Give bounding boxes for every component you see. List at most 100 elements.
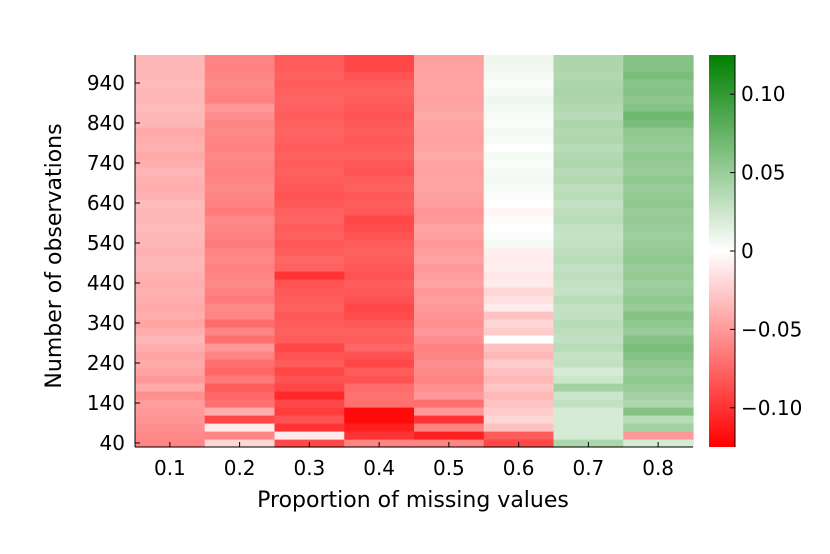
- heatmap-cell: [553, 351, 624, 360]
- heatmap-cell: [483, 399, 555, 408]
- heatmap-cell: [135, 287, 206, 296]
- x-tick-label: 0.4: [363, 456, 395, 480]
- heatmap-cell: [204, 223, 276, 232]
- heatmap-cell: [204, 367, 276, 376]
- heatmap-cell: [414, 127, 485, 136]
- heatmap-cell: [344, 399, 415, 408]
- heatmap-cell: [414, 391, 485, 400]
- heatmap-cell: [414, 231, 485, 240]
- heatmap-cell: [135, 127, 206, 136]
- heatmap-cell: [274, 351, 345, 360]
- heatmap-cell: [623, 151, 694, 160]
- heatmap-cell: [414, 415, 485, 424]
- heatmap-cell: [204, 375, 276, 384]
- heatmap-cell: [553, 359, 624, 368]
- heatmap-cell: [414, 383, 485, 392]
- heatmap-cell: [414, 375, 485, 384]
- heatmap-cell: [623, 207, 694, 216]
- heatmap-cell: [344, 303, 415, 312]
- heatmap-cell: [553, 423, 624, 432]
- heatmap-cell: [274, 255, 345, 264]
- heatmap-cell: [204, 295, 276, 304]
- heatmap-cell: [344, 271, 415, 280]
- heatmap-cell: [414, 351, 485, 360]
- heatmap-cell: [414, 55, 485, 64]
- heatmap-cell: [204, 343, 276, 352]
- heatmap-cell: [623, 343, 694, 352]
- heatmap-cell: [553, 391, 624, 400]
- heatmap-cell: [204, 183, 276, 192]
- heatmap-cell: [414, 191, 485, 200]
- heatmap-cell: [553, 231, 624, 240]
- heatmap-cell: [553, 207, 624, 216]
- heatmap-cell: [483, 351, 555, 360]
- heatmap-cell: [204, 311, 276, 320]
- heatmap-cell: [623, 87, 694, 96]
- heatmap-cell: [135, 247, 206, 256]
- heatmap-cell: [204, 127, 276, 136]
- heatmap-cell: [344, 127, 415, 136]
- heatmap-cell: [414, 279, 485, 288]
- heatmap-cell: [414, 343, 485, 352]
- colorbar-tick-label: 0.05: [741, 161, 786, 185]
- heatmap-cell: [483, 79, 555, 88]
- heatmap-cell: [344, 311, 415, 320]
- heatmap-cell: [553, 151, 624, 160]
- heatmap-cell: [483, 231, 555, 240]
- heatmap-cell: [483, 407, 555, 416]
- heatmap-cell: [135, 415, 206, 424]
- heatmap-cell: [483, 423, 555, 432]
- heatmap-cell: [344, 407, 415, 416]
- heatmap-cell: [344, 431, 415, 440]
- y-tick-label: 640: [87, 191, 125, 215]
- heatmap-cell: [204, 79, 276, 88]
- heatmap-cell: [274, 199, 345, 208]
- heatmap-cell: [135, 95, 206, 104]
- heatmap-cell: [135, 367, 206, 376]
- heatmap-cell: [483, 367, 555, 376]
- heatmap-cell: [204, 119, 276, 128]
- heatmap-cell: [274, 151, 345, 160]
- heatmap-cell: [553, 119, 624, 128]
- heatmap-cell: [344, 343, 415, 352]
- heatmap-cell: [204, 191, 276, 200]
- heatmap-cell: [135, 103, 206, 112]
- heatmap-cell: [414, 103, 485, 112]
- heatmap-cell: [483, 87, 555, 96]
- heatmap-cell: [274, 63, 345, 72]
- heatmap-cell: [135, 343, 206, 352]
- heatmap-cell: [344, 359, 415, 368]
- heatmap-cell: [135, 335, 206, 344]
- heatmap-cell: [414, 167, 485, 176]
- heatmap-cell: [204, 231, 276, 240]
- heatmap-cell: [135, 207, 206, 216]
- heatmap-cell: [483, 207, 555, 216]
- heatmap-cell: [623, 391, 694, 400]
- heatmap-cell: [344, 71, 415, 80]
- heatmap-cells: [135, 55, 694, 448]
- heatmap-cell: [623, 95, 694, 104]
- heatmap-cell: [623, 431, 694, 440]
- heatmap-cell: [204, 239, 276, 248]
- heatmap-cell: [483, 191, 555, 200]
- heatmap-cell: [135, 327, 206, 336]
- heatmap-cell: [483, 431, 555, 440]
- heatmap-cell: [553, 367, 624, 376]
- heatmap-cell: [204, 143, 276, 152]
- heatmap-cell: [204, 55, 276, 64]
- heatmap-cell: [553, 103, 624, 112]
- heatmap-cell: [623, 423, 694, 432]
- heatmap-cell: [274, 399, 345, 408]
- heatmap-cell: [483, 319, 555, 328]
- heatmap-cell: [344, 263, 415, 272]
- x-tick-label: 0.1: [154, 456, 186, 480]
- heatmap-cell: [623, 79, 694, 88]
- heatmap-cell: [623, 119, 694, 128]
- heatmap-cell: [204, 279, 276, 288]
- heatmap-cell: [414, 183, 485, 192]
- heatmap-cell: [274, 279, 345, 288]
- heatmap-cell: [414, 295, 485, 304]
- heatmap-cell: [483, 159, 555, 168]
- heatmap-cell: [204, 175, 276, 184]
- heatmap-cell: [553, 111, 624, 120]
